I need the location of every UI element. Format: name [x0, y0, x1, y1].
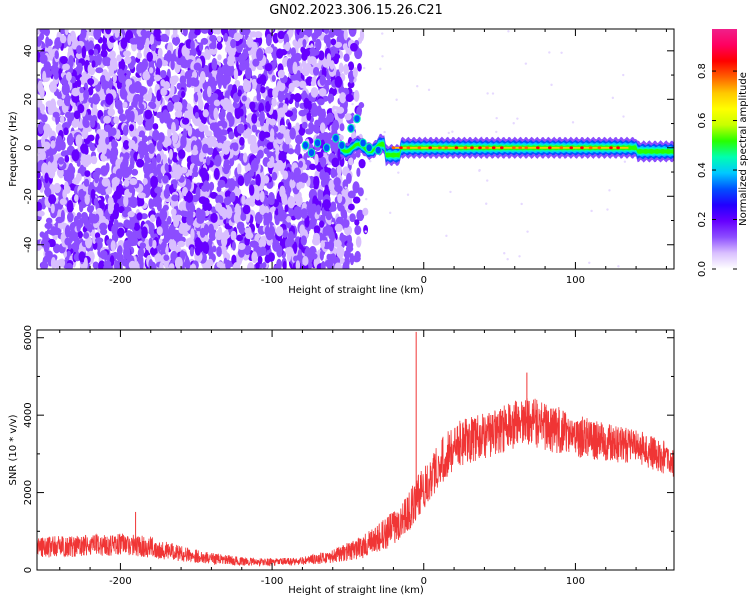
snr-series-line — [37, 398, 674, 567]
snr-plot-area — [37, 331, 674, 567]
y-tick-label: 2000 — [23, 480, 34, 505]
y-tick-label: -20 — [23, 188, 34, 204]
snr-frame — [36, 329, 675, 571]
x-tick-label: -200 — [109, 576, 132, 587]
y-tick-label: 4000 — [23, 402, 34, 427]
spectrogram-noise — [37, 29, 627, 269]
colorbar-tick-label: 0.6 — [697, 113, 708, 129]
colorbar: 0.0 0.2 0.4 0.6 0.8 Normalized spectral ampl… — [697, 29, 749, 277]
y-tick-label: 6000 — [23, 325, 34, 350]
x-tick-label: 100 — [566, 576, 585, 587]
colorbar-label: Normalized spectral amplitude — [738, 72, 749, 226]
x-tick-label: 0 — [421, 576, 427, 587]
y-tick-label: -40 — [23, 237, 34, 253]
snr-xlabel: Height of straight line (km) — [288, 585, 424, 596]
x-tick-label: -100 — [261, 576, 284, 587]
colorbar-ticks: 0.0 0.2 0.4 0.6 0.8 — [697, 63, 737, 277]
figure-title: GN02.2023.306.15.26.C21 — [269, 3, 443, 18]
x-tick-label: 0 — [421, 275, 427, 286]
y-tick-label: 0 — [23, 145, 34, 151]
y-tick-label: 20 — [23, 93, 34, 106]
y-tick-label: 40 — [23, 44, 34, 57]
x-tick-label: -200 — [109, 275, 132, 286]
x-tick-label: 100 — [566, 275, 585, 286]
colorbar-tick-label: 0.2 — [697, 212, 708, 228]
spectrogram-carrier — [301, 114, 674, 167]
spectrogram-plot-area — [37, 29, 674, 269]
colorbar-tick-label: 0.0 — [697, 261, 708, 277]
y-tick-label: 0 — [23, 567, 34, 573]
colorbar-tick-label: 0.8 — [697, 63, 708, 79]
x-tick-label: -100 — [261, 275, 284, 286]
snr-ylabel: SNR (10 * v/v) — [8, 414, 19, 485]
spectrogram-frame — [36, 28, 675, 270]
spectrogram-xlabel: Height of straight line (km) — [288, 285, 424, 296]
colorbar-tick-label: 0.4 — [697, 162, 708, 178]
colorbar-gradient — [712, 29, 737, 269]
spectrogram-ylabel: Frequency (Hz) — [8, 111, 19, 187]
